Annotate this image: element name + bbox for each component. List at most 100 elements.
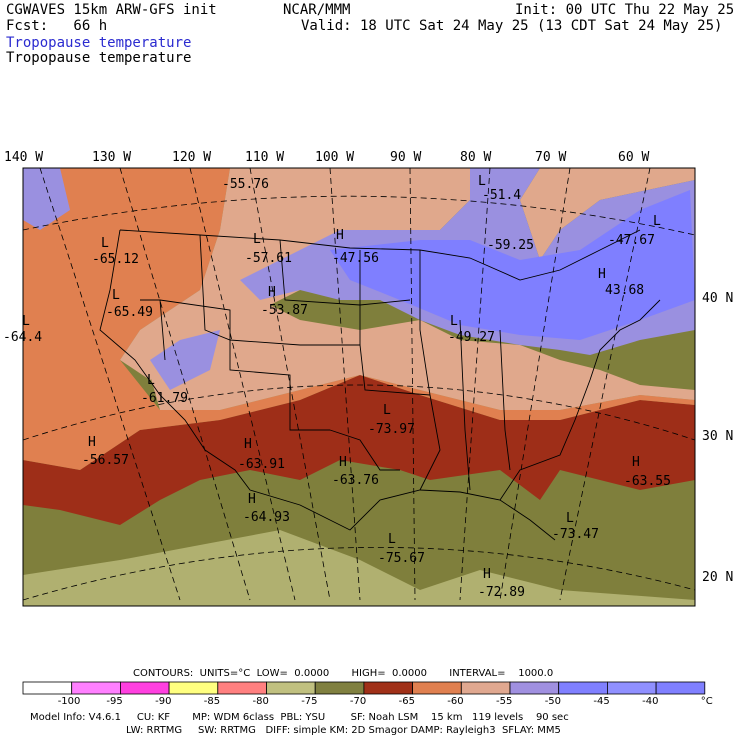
map-label: H — [632, 455, 640, 470]
map-label: -64.4 — [3, 330, 42, 345]
map-label: L — [112, 288, 120, 303]
lon-label: 140 W — [4, 150, 44, 165]
map-label: -63.55 — [624, 474, 671, 489]
field-title: Tropopause temperature — [6, 50, 192, 66]
model-info-line1: Model Info: V4.6.1 CU: KF MP: WDM 6class… — [30, 712, 569, 723]
map-label: -49.27 — [448, 330, 495, 345]
legend-swatch — [558, 681, 608, 695]
map-label: L — [22, 314, 30, 329]
map-label: H — [248, 492, 256, 507]
lon-label: 100 W — [315, 150, 355, 165]
band-orange — [23, 168, 695, 470]
map-label: L — [383, 403, 391, 418]
legend-tick-label: -90 — [155, 696, 172, 707]
lon-label: 110 W — [245, 150, 285, 165]
map-label: L — [147, 373, 155, 388]
map-label: -63.91 — [238, 457, 285, 472]
legend-swatch — [266, 681, 316, 695]
band-purple-nw — [23, 168, 70, 230]
legend-tick-label: -75 — [301, 696, 318, 707]
map-label: -53.87 — [261, 303, 308, 318]
model-title: CGWAVES 15km ARW-GFS init — [6, 2, 217, 18]
legend-tick-label: -100 — [57, 696, 81, 707]
map-label: -72.89 — [478, 585, 525, 600]
lon-label: 90 W — [390, 150, 422, 165]
band-light-olive — [23, 530, 695, 606]
map-label: H — [244, 437, 252, 452]
map-label: L — [566, 511, 574, 526]
legend-tick-label: -80 — [252, 696, 269, 707]
map-label: L — [388, 532, 396, 547]
map-label: -51.4 — [482, 188, 521, 203]
legend-swatch — [22, 681, 73, 695]
legend-tick-label: -85 — [203, 696, 221, 707]
map-label: H — [483, 567, 491, 582]
legend-tick-label: -40 — [642, 696, 659, 707]
map-label: H — [339, 455, 347, 470]
legend-tick-label: -65 — [398, 696, 415, 707]
legend-swatch — [314, 681, 365, 695]
map-label: -73.97 — [368, 422, 415, 437]
band-blue — [330, 190, 695, 340]
band-salmon-3 — [520, 168, 695, 260]
lon-label: 60 W — [618, 150, 650, 165]
map-label: -59.25 — [487, 238, 534, 253]
band-darkred — [23, 375, 695, 525]
org-label: NCAR/MMM — [283, 2, 351, 18]
legend-swatch — [120, 681, 170, 695]
map-label: -65.12 — [92, 252, 139, 267]
map-label: -75.67 — [378, 551, 425, 566]
legend-tick-label: -45 — [593, 696, 610, 707]
legend-swatch — [460, 681, 511, 695]
lon-label: 80 W — [460, 150, 492, 165]
map-label: L — [653, 214, 661, 229]
legend-swatch — [168, 681, 219, 695]
lon-label: 120 W — [172, 150, 212, 165]
map-label: -56.57 — [82, 453, 129, 468]
legend-swatch — [412, 681, 462, 695]
legend-swatch — [217, 681, 267, 695]
init-time: Init: 00 UTC Thu 22 May 25 — [515, 2, 735, 18]
legend-swatch — [655, 681, 706, 695]
map-label: -47.56 — [332, 251, 379, 266]
legend-swatch — [509, 681, 560, 695]
legend-swatch — [363, 681, 413, 695]
map-label: -57.61 — [245, 251, 292, 266]
map-label: L — [450, 314, 458, 329]
legend-tick-label: -70 — [349, 696, 367, 707]
forecast-hour: Fcst: 66 h — [6, 18, 108, 34]
lon-label: 130 W — [92, 150, 132, 165]
valid-time: Valid: 18 UTC Sat 24 May 25 (13 CDT Sat … — [301, 18, 723, 34]
legend-tick-label: -95 — [106, 696, 123, 707]
map-label: -64.93 — [243, 510, 290, 525]
map-label: L — [478, 174, 486, 189]
legend-tick-label: -60 — [447, 696, 464, 707]
map-label: L — [253, 232, 261, 247]
legend-swatch — [607, 681, 657, 695]
map-label: H — [88, 435, 96, 450]
legend-swatch — [71, 681, 121, 695]
map-label: -65.49 — [106, 305, 153, 320]
model-info-line2: LW: RRTMG SW: RRTMG DIFF: simple KM: 2D … — [126, 725, 561, 736]
map-label: H — [268, 285, 276, 300]
map-labels: -55.76 L -51.4 -59.25 L -65.12 L -57.61 … — [3, 174, 671, 600]
map-frame — [22, 167, 696, 607]
map-label: -55.76 — [222, 177, 269, 192]
legend-bar — [22, 681, 706, 695]
lon-label: 70 W — [535, 150, 567, 165]
map-label: H — [598, 267, 606, 282]
map-label: -63.76 — [332, 473, 379, 488]
legend-tick-label: °C — [700, 696, 713, 707]
map-label: 43.68 — [605, 283, 644, 298]
map-label: -61.79 — [141, 391, 188, 406]
boundaries — [99, 229, 661, 541]
map-label: -73.47 — [552, 527, 599, 542]
map-label: L — [101, 236, 109, 251]
legend-tick-label: -55 — [496, 696, 513, 707]
lat-label: 20 N — [702, 570, 734, 585]
legend-tick-label: -50 — [544, 696, 562, 707]
lat-label: 40 N — [702, 291, 734, 306]
band-purple-west — [150, 330, 220, 390]
map-label: -47.67 — [608, 233, 655, 248]
